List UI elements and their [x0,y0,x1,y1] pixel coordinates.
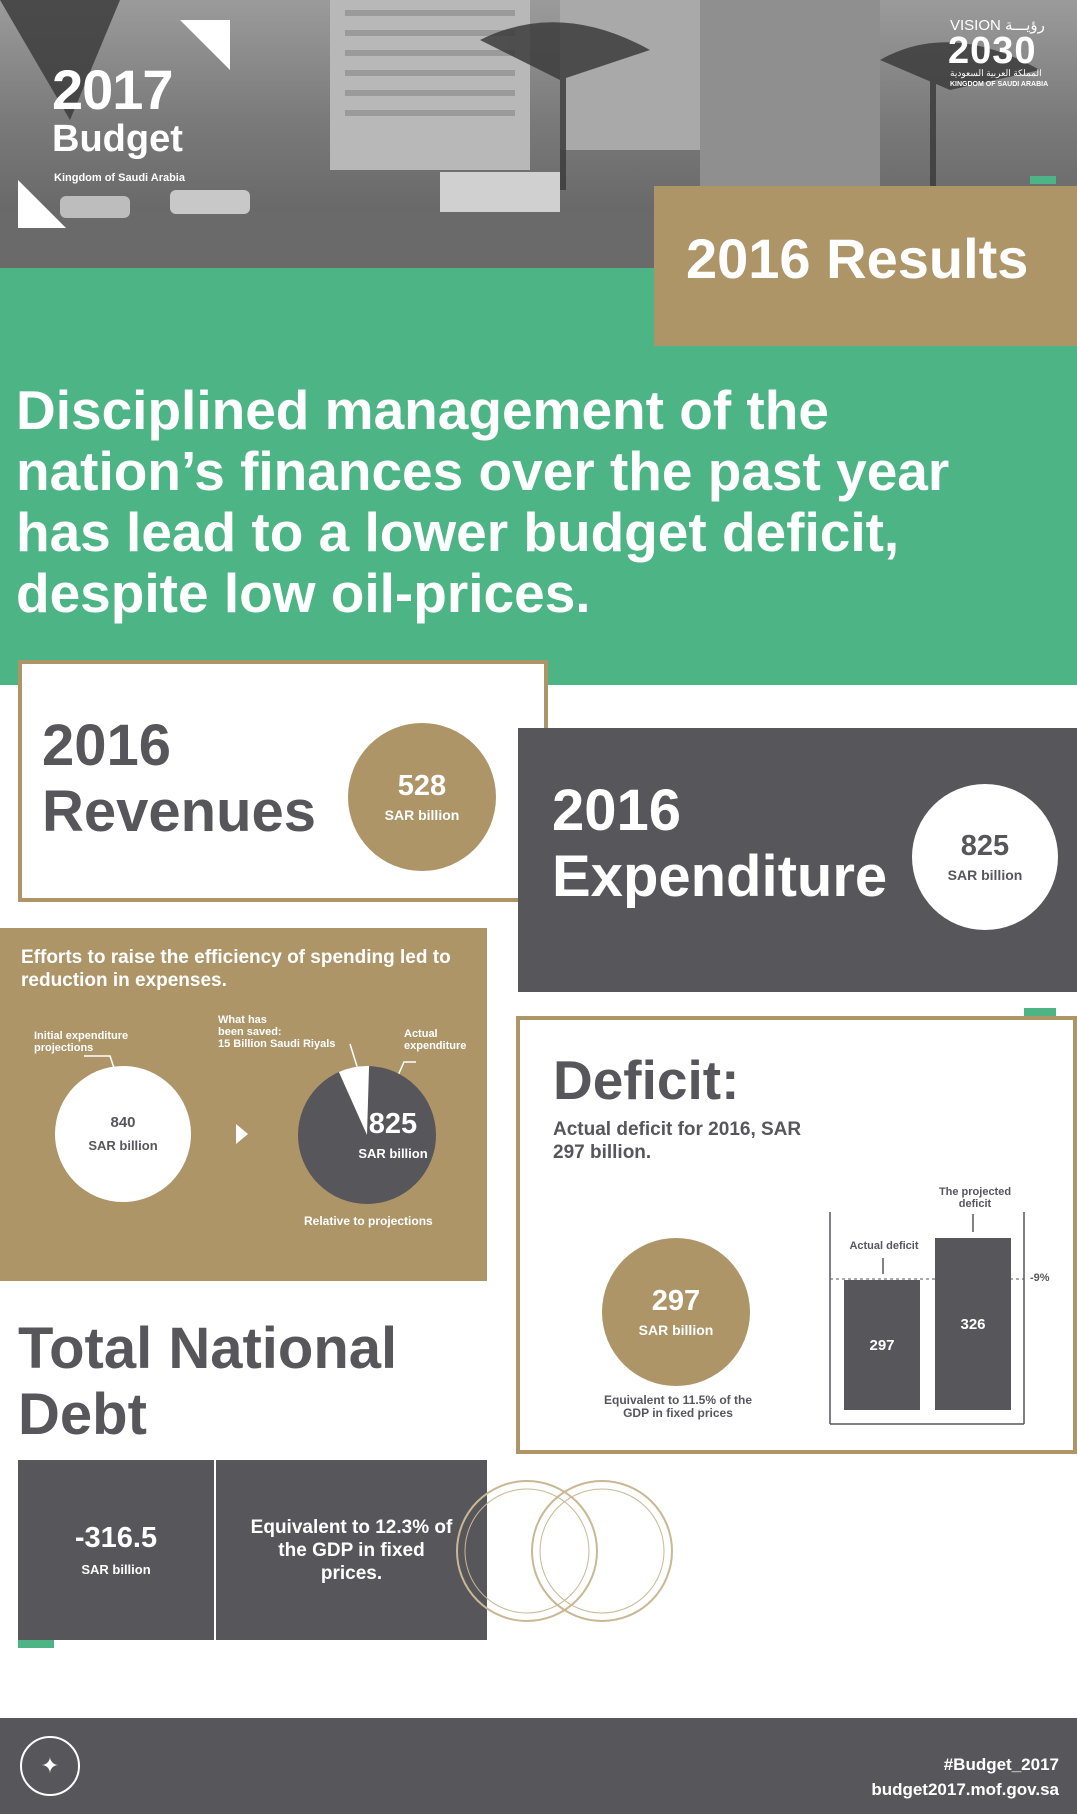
projected-deficit-label: The projected deficit [938,1186,1012,1210]
deficit-title: Deficit: [553,1049,740,1111]
revenues-year: 2016 [42,713,172,778]
accent-tick [1024,1008,1056,1016]
vision-year: 2030 [948,30,1037,72]
actual-value: 825 [368,1107,418,1140]
actual-deficit-bar: 297 [844,1280,920,1410]
projected-deficit-bar: 326 [935,1238,1011,1410]
ornament-decoration [456,1480,673,1622]
debt-value-card: -316.5 SAR billion [18,1460,214,1640]
hero-photo: 2017 Budget Kingdom of Saudi Arabia VISI… [0,0,1077,268]
vision-label: VISION رؤيـــة [950,17,1045,34]
actual-deficit-value: 297 [869,1336,895,1354]
vision-arabic: المملكة العربية السعودية [950,68,1042,78]
accent-tick [18,1640,54,1648]
deficit-circle: 297 SAR billion [602,1238,750,1386]
saved-label-line: 15 Billion Saudi Riyals [218,1038,336,1050]
projected-deficit-value: 326 [960,1315,986,1333]
revenues-unit: SAR billion [384,806,460,823]
deficit-unit: SAR billion [638,1321,714,1338]
deficit-gdp-note: Equivalent to 11.5% of the GDP in fixed … [603,1393,753,1420]
logo-subtitle: Kingdom of Saudi Arabia [54,172,185,184]
revenues-word: Revenues [42,779,317,844]
debt-title: Total National Debt [18,1316,398,1447]
logo-word: Budget [52,118,183,160]
actual-deficit-label: Actual deficit [849,1240,919,1252]
expenditure-word: Expenditure [552,844,888,909]
actual-expenditure-pie [298,1066,436,1204]
saved-label: What has been saved: 15 Billion Saudi Ri… [218,1014,368,1050]
revenues-value: 528 [397,770,447,803]
deficit-change-pct: -9% [1030,1272,1050,1284]
logo-year: 2017 [52,58,174,121]
debt-unit: SAR billion [81,1562,151,1578]
deficit-subtitle: Actual deficit for 2016, SAR 297 billion… [553,1119,802,1163]
relative-label: Relative to projections [304,1214,433,1228]
actual-unit: SAR billion [358,1146,428,1162]
ministry-seal-icon: ✦ [20,1736,80,1796]
initial-value: 840 [110,1114,136,1132]
initial-unit: SAR billion [88,1137,158,1153]
footer-url[interactable]: budget2017.mof.gov.sa [871,1780,1059,1799]
debt-value: -316.5 [74,1521,158,1554]
saved-label-line: been saved: [218,1026,282,1038]
debt-gdp-card: Equivalent to 12.3% of the GDP in fixed … [216,1460,487,1640]
deficit-value: 297 [651,1285,701,1318]
expenditure-circle: 825 SAR billion [912,784,1058,930]
actual-expenditure-label: Actual expenditure [404,1028,467,1052]
deficit-chart-frame [829,1212,1025,1425]
expenditure-unit: SAR billion [947,866,1023,883]
pie-saved-slice [338,1066,370,1135]
vision-kingdom: KINGDOM OF SAUDI ARABIA [950,81,1049,88]
results-title: 2016 Results [686,227,1029,290]
efficiency-text: Efforts to raise the efficiency of spend… [21,947,451,991]
saved-label-line: What has [218,1014,267,1026]
accent-tick [1030,176,1056,184]
revenues-title: 2016 Revenues [42,713,316,845]
footer-hashtag: #Budget_2017 [943,1755,1059,1774]
initial-projection-pie: 840 SAR billion [55,1066,191,1202]
results-banner: 2016 Results [654,186,1077,346]
revenues-circle: 528 SAR billion [348,723,496,871]
initial-projection-label: Initial expenditure projections [34,1030,129,1054]
expenditure-title: 2016 Expenditure [552,778,887,910]
expenditure-year: 2016 [552,778,682,843]
expenditure-value: 825 [960,830,1010,863]
headline: Disciplined management of the nation’s f… [16,379,950,624]
arrow-right-icon [236,1124,248,1144]
footer [0,1718,1077,1814]
actual-expenditure-center: 825 SAR billion [298,1066,436,1204]
